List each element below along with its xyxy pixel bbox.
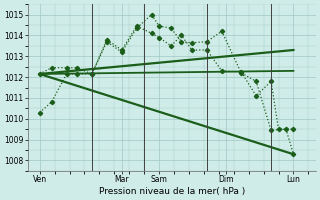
X-axis label: Pression niveau de la mer( hPa ): Pression niveau de la mer( hPa ): [99, 187, 245, 196]
